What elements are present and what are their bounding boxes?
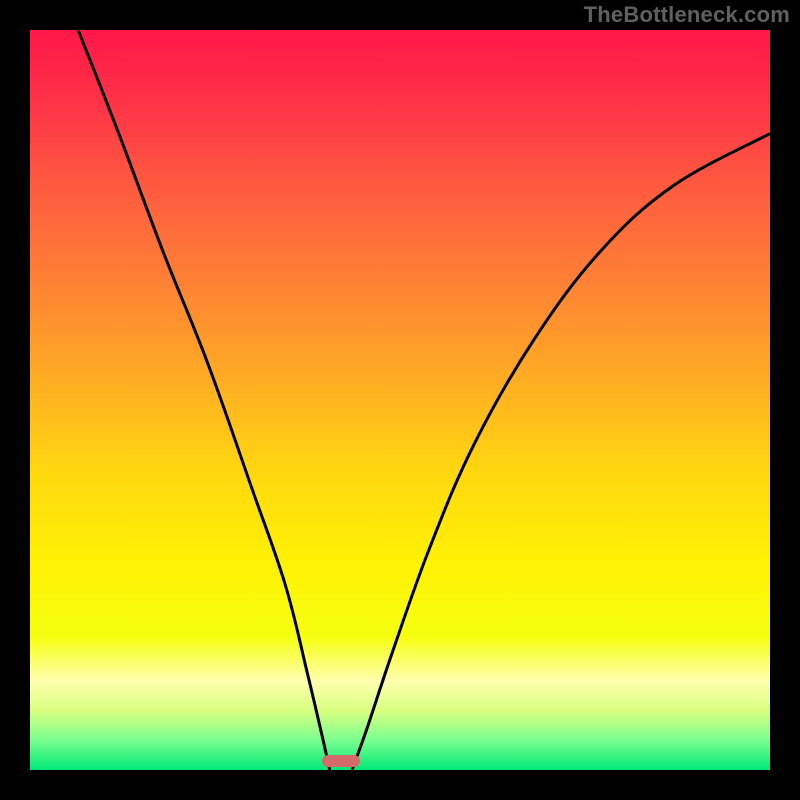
notch-marker: [322, 755, 360, 767]
gradient-background: [30, 30, 770, 770]
plot-area: [30, 30, 770, 770]
chart-svg: [30, 30, 770, 770]
outer-frame: TheBottleneck.com: [0, 0, 800, 800]
watermark-text: TheBottleneck.com: [584, 2, 790, 28]
